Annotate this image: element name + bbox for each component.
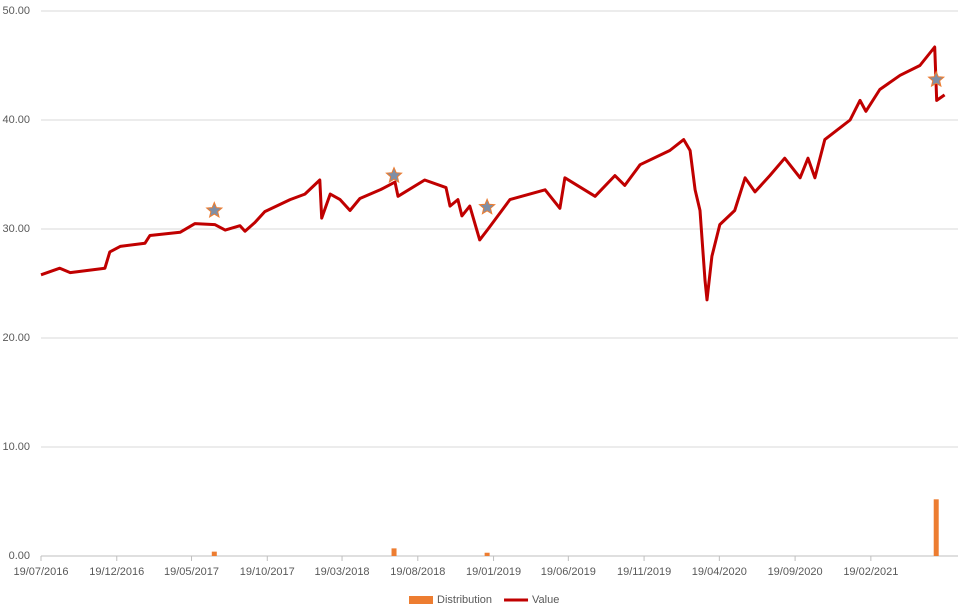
y-tick-label: 20.00 bbox=[2, 332, 30, 344]
x-tick-label: 19/06/2019 bbox=[541, 566, 596, 578]
x-tick-label: 19/04/2020 bbox=[692, 566, 747, 578]
y-tick-label: 40.00 bbox=[2, 114, 30, 126]
x-tick-label: 19/02/2021 bbox=[843, 566, 898, 578]
value-line bbox=[40, 45, 946, 302]
distribution-star bbox=[205, 201, 224, 218]
y-tick-label: 0.00 bbox=[9, 550, 30, 562]
bar bbox=[211, 551, 217, 556]
distribution-star bbox=[478, 197, 496, 215]
bar bbox=[484, 552, 490, 556]
bar bbox=[391, 548, 397, 556]
legend-swatch bbox=[409, 596, 433, 604]
distribution-star bbox=[385, 166, 403, 184]
y-tick-label: 30.00 bbox=[2, 223, 30, 235]
y-tick-label: 10.00 bbox=[2, 441, 30, 453]
x-tick-label: 19/08/2018 bbox=[390, 566, 445, 578]
x-tick-label: 19/07/2016 bbox=[13, 566, 68, 578]
distribution-star bbox=[927, 70, 946, 88]
x-tick-label: 19/05/2017 bbox=[164, 566, 219, 578]
x-tick-label: 19/09/2020 bbox=[768, 566, 823, 578]
x-tick-label: 19/11/2019 bbox=[617, 566, 671, 578]
x-tick-label: 19/01/2019 bbox=[466, 566, 521, 578]
x-tick-label: 19/10/2017 bbox=[240, 566, 295, 578]
x-tick-label: 19/03/2018 bbox=[315, 566, 370, 578]
y-tick-label: 50.00 bbox=[2, 5, 30, 17]
bar bbox=[933, 499, 939, 556]
legend-label: Value bbox=[532, 594, 559, 606]
x-tick-label: 19/12/2016 bbox=[89, 566, 144, 578]
legend-label: Distribution bbox=[437, 594, 492, 606]
